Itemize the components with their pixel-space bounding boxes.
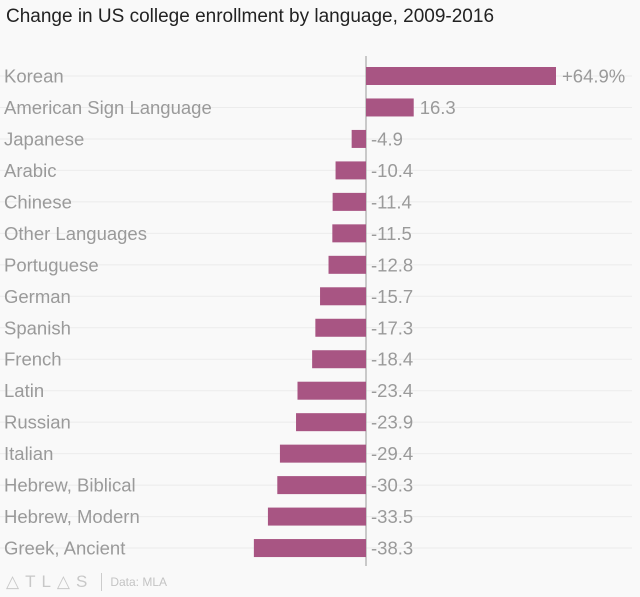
category-label: Portuguese	[4, 254, 99, 275]
data-label: -18.4	[371, 349, 413, 370]
bar	[332, 224, 366, 243]
bar	[320, 287, 366, 306]
atlas-logo: △TL△S	[6, 572, 94, 591]
bar	[253, 539, 366, 558]
data-label: -38.3	[371, 538, 413, 559]
category-label: Hebrew, Biblical	[4, 475, 136, 496]
footer-divider	[101, 573, 103, 591]
data-label: -15.7	[371, 286, 413, 307]
category-label: Russian	[4, 412, 71, 433]
data-label: -30.3	[371, 475, 413, 496]
bar	[296, 413, 366, 432]
category-label: Spanish	[4, 317, 71, 338]
category-label: French	[4, 349, 62, 370]
data-label: -33.5	[371, 506, 413, 527]
bar	[366, 67, 556, 85]
category-label: Arabic	[4, 160, 56, 181]
category-label: Chinese	[4, 191, 72, 212]
category-label: Japanese	[4, 128, 84, 149]
footer: △TL△S Data: MLA	[6, 572, 167, 592]
category-label: German	[4, 286, 71, 307]
data-label: -10.4	[371, 160, 413, 181]
source-note: Data: MLA	[110, 575, 168, 589]
bar	[351, 129, 366, 148]
bar	[277, 476, 366, 495]
data-label: -11.4	[371, 191, 412, 212]
category-label: Korean	[4, 66, 64, 87]
bar	[297, 381, 366, 400]
chart-title: Change in US college enrollment by langu…	[6, 6, 495, 27]
category-label: Other Languages	[4, 223, 147, 244]
data-label: +64.9%	[562, 66, 625, 87]
bar	[335, 161, 366, 180]
data-label: -12.8	[371, 254, 413, 275]
data-label: -4.9	[371, 128, 403, 149]
category-label: Latin	[4, 380, 44, 401]
bar	[366, 98, 414, 117]
data-label: 16.3	[420, 97, 456, 118]
data-label: -23.4	[371, 380, 413, 401]
bar	[267, 507, 366, 526]
data-label: -17.3	[371, 317, 413, 338]
category-label: Italian	[4, 443, 53, 464]
bar	[328, 255, 366, 274]
bar	[312, 350, 366, 369]
bar	[315, 318, 366, 337]
category-label: Hebrew, Modern	[4, 506, 140, 527]
data-label: -11.5	[371, 223, 412, 244]
data-label: -23.9	[371, 412, 413, 433]
bar	[279, 444, 366, 463]
data-label: -29.4	[371, 443, 413, 464]
category-label: American Sign Language	[4, 97, 212, 118]
category-label: Greek, Ancient	[4, 538, 125, 559]
bar	[332, 192, 366, 211]
